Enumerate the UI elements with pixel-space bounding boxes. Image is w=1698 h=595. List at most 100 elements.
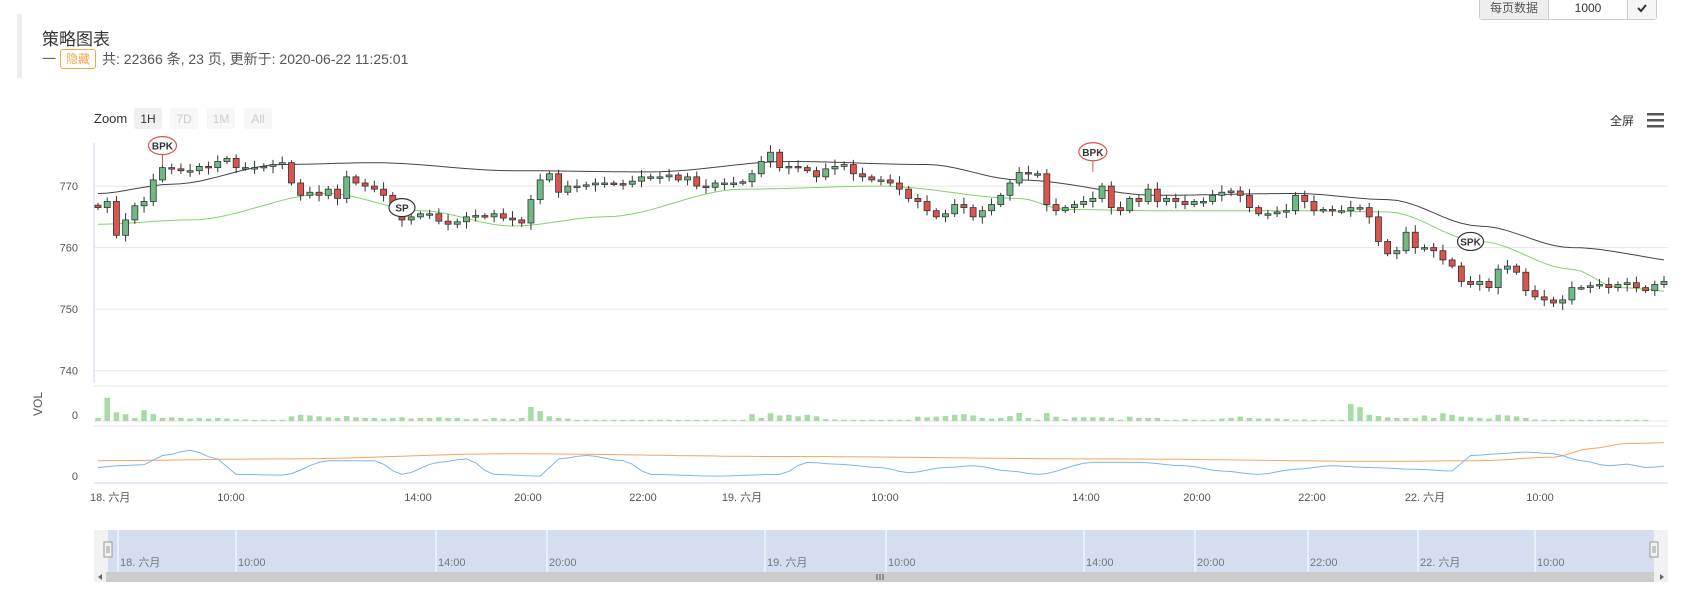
candle xyxy=(103,197,111,214)
candle-body xyxy=(1347,207,1355,212)
candle-body xyxy=(1052,204,1060,212)
per-page-input[interactable] xyxy=(1549,0,1628,19)
volume-bar xyxy=(1173,419,1179,421)
candle xyxy=(223,155,231,164)
candle xyxy=(739,179,747,186)
candle-body xyxy=(1522,271,1530,292)
volume-bar xyxy=(1053,416,1059,421)
navigator[interactable]: 18. 六月 10:00 14:00 20:00 19. 六月 10:00 14:00 20:… xyxy=(94,530,1668,582)
candle-body xyxy=(969,207,977,218)
zoom-7d-button[interactable]: 7D xyxy=(176,112,192,126)
volume-bar xyxy=(583,419,589,421)
hide-button[interactable]: 隐藏 xyxy=(60,49,97,69)
zoom-1m-button[interactable]: 1M xyxy=(213,112,230,126)
volume-bar xyxy=(749,414,755,421)
candle-body xyxy=(942,213,949,218)
candle-body xyxy=(1172,197,1180,202)
candle-body xyxy=(1651,284,1659,292)
volume-bar xyxy=(813,416,820,421)
volume-bar xyxy=(1080,417,1087,421)
volume-bar xyxy=(859,419,866,421)
confirm-button[interactable] xyxy=(1627,0,1657,19)
volume-bar xyxy=(1090,417,1096,421)
candle-body xyxy=(1494,268,1502,289)
candle-body xyxy=(868,176,876,181)
candle-body xyxy=(223,157,231,162)
candle xyxy=(380,182,387,202)
candle-body xyxy=(1485,281,1493,289)
candle xyxy=(1098,182,1106,203)
candle xyxy=(149,173,157,207)
candle-body xyxy=(785,165,793,169)
volume-bar xyxy=(1071,417,1078,421)
candle xyxy=(361,179,369,192)
volume-bar xyxy=(1578,419,1584,421)
candle xyxy=(140,196,148,213)
volume-bar xyxy=(150,414,157,421)
candle xyxy=(1375,210,1382,247)
candle-body xyxy=(481,215,489,218)
candle-body xyxy=(914,197,922,202)
candle xyxy=(988,198,995,216)
candle-body xyxy=(251,167,258,170)
candle xyxy=(1200,197,1207,207)
volume-bar xyxy=(565,418,571,421)
volume-bar xyxy=(500,418,507,421)
candle xyxy=(1015,167,1023,187)
trade-marker: SPK xyxy=(1456,231,1485,252)
volume-bar xyxy=(168,417,175,421)
volume-bar xyxy=(1458,416,1465,421)
hamburger-menu-icon[interactable] xyxy=(1647,113,1664,128)
candle xyxy=(1402,226,1410,254)
candle-body xyxy=(638,176,645,182)
candle xyxy=(923,195,931,216)
candle-body xyxy=(748,173,756,183)
marker-badge xyxy=(388,198,416,218)
candle-body xyxy=(1218,191,1226,196)
candle xyxy=(785,161,793,175)
candle xyxy=(545,171,553,183)
candle xyxy=(453,218,461,229)
volume-bar xyxy=(1145,417,1151,421)
candle-body xyxy=(1246,194,1253,209)
candle xyxy=(1430,242,1438,258)
candle xyxy=(490,209,498,223)
candle-body xyxy=(1642,287,1649,292)
candle xyxy=(1365,202,1373,224)
marker-badge xyxy=(147,136,178,156)
indicator-orange-line xyxy=(97,442,1665,462)
volume-bar xyxy=(1191,419,1197,421)
volume-bar xyxy=(187,418,193,421)
candle xyxy=(638,169,645,188)
zoom-all-button[interactable]: All xyxy=(251,112,264,126)
volume-bar xyxy=(1274,418,1280,421)
candle-body xyxy=(1430,247,1438,252)
zoom-1h-button[interactable]: 1H xyxy=(140,112,155,126)
candle xyxy=(232,154,240,174)
page-title: 策略图表 xyxy=(42,30,110,49)
candle-body xyxy=(435,213,443,222)
volume-bar xyxy=(1559,419,1566,421)
volume-bar xyxy=(417,417,424,421)
fullscreen-button[interactable]: 全屏 xyxy=(1610,113,1634,128)
candle-body xyxy=(1190,201,1198,205)
volume-bar xyxy=(730,419,737,421)
volume-bar xyxy=(334,417,341,421)
candle xyxy=(693,171,701,190)
volume-bar xyxy=(1255,418,1262,421)
candle-body xyxy=(1117,207,1124,212)
candle xyxy=(417,211,424,220)
candle-body xyxy=(1338,210,1345,213)
candle-body xyxy=(140,201,148,207)
volume-bar xyxy=(1209,419,1216,421)
candle xyxy=(463,212,470,229)
volume-bar xyxy=(426,417,433,421)
collapse-button[interactable]: 一 xyxy=(42,51,56,67)
candle xyxy=(960,197,968,214)
candle-body xyxy=(978,210,986,218)
navigator-tick-label: 22. 六月 xyxy=(1420,556,1460,569)
volume-bar xyxy=(390,417,396,421)
volume-bar xyxy=(242,419,249,421)
volume-bar xyxy=(1569,419,1575,421)
candle xyxy=(444,214,452,231)
